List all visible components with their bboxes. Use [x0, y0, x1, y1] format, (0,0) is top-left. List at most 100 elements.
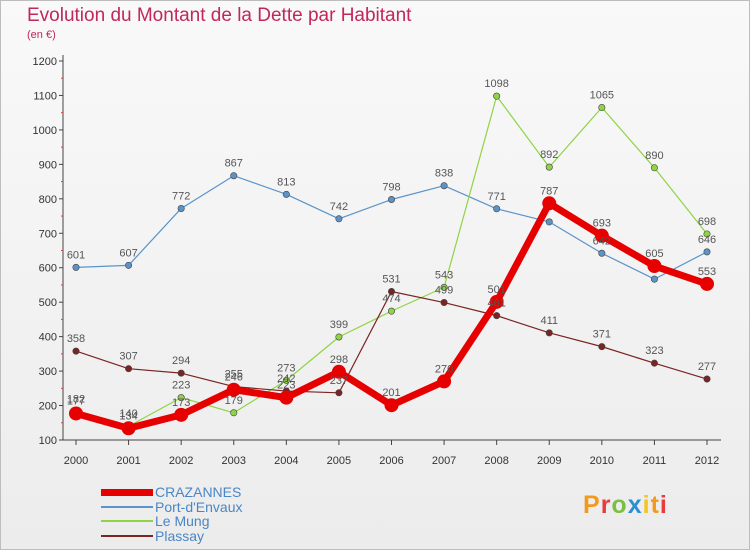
y-tick-label: 500 [39, 297, 57, 309]
data-point [545, 329, 553, 337]
legend-label: Le Mung [155, 513, 210, 529]
logo-letter: i [659, 491, 668, 519]
y-tick-label: 700 [39, 228, 57, 240]
logo-letter: i [642, 491, 651, 519]
logo-letter: P [583, 491, 601, 519]
logo-letter: r [600, 491, 612, 519]
data-point [598, 249, 606, 257]
data-point [493, 205, 501, 213]
data-label: 411 [540, 315, 558, 327]
data-label: 223 [172, 380, 190, 392]
data-point [121, 421, 136, 436]
data-point [594, 228, 609, 243]
data-point [437, 374, 452, 389]
data-point [493, 312, 501, 320]
data-label: 813 [277, 176, 295, 188]
data-label: 798 [382, 182, 400, 194]
data-point [279, 390, 294, 405]
x-tick-label: 2012 [695, 455, 719, 467]
data-label: 371 [593, 329, 611, 341]
data-point [542, 196, 557, 211]
data-point [703, 230, 711, 238]
data-label: 277 [698, 361, 716, 373]
series-line-plassay [75, 290, 708, 394]
logo-letter: t [650, 491, 660, 519]
x-tick-label: 2006 [379, 455, 403, 467]
data-label: 237 [330, 375, 348, 387]
data-label: 358 [67, 333, 85, 345]
data-labels: 177 134 173 246 223 298 201 270 501 787 693 605 553 6… [67, 78, 716, 422]
data-label: 605 [645, 248, 663, 260]
data-point [650, 275, 658, 283]
axes: 100 200 300 400 500 600 700 800 900 1000 1100 1200 2… [33, 55, 721, 467]
data-label: 474 [382, 293, 400, 305]
data-label: 642 [593, 235, 611, 247]
x-tick-label: 2003 [222, 455, 246, 467]
data-label: 323 [645, 345, 663, 357]
data-point [545, 218, 553, 226]
data-point [72, 347, 80, 355]
x-tick-label: 2009 [537, 455, 561, 467]
data-label: 501 [487, 284, 505, 296]
y-tick-label: 100 [39, 435, 57, 447]
data-label: 499 [435, 285, 453, 297]
data-point [489, 294, 504, 309]
legend-swatch [101, 534, 153, 537]
data-label: 461 [487, 298, 505, 310]
data-label: 771 [487, 191, 505, 203]
data-point [177, 369, 185, 377]
x-tick-label: 2001 [116, 455, 140, 467]
legend-label: Plassay [155, 527, 205, 544]
y-tick-label: 1200 [33, 56, 57, 68]
logo-letter: x [627, 491, 643, 519]
data-label: 698 [698, 216, 716, 228]
data-point [493, 92, 501, 100]
data-label: 601 [67, 249, 85, 261]
data-point [703, 248, 711, 256]
x-tick-label: 2004 [274, 455, 298, 467]
data-label: 307 [119, 351, 137, 363]
data-label: 890 [645, 150, 663, 162]
data-label: 646 [698, 234, 716, 246]
data-point [174, 407, 189, 422]
series-line-le-mung [75, 95, 708, 427]
data-point [282, 190, 290, 198]
proxiti-logo: Proxiti [583, 491, 668, 520]
x-tick-label: 2007 [432, 455, 456, 467]
data-point [335, 389, 343, 397]
data-point [230, 409, 238, 417]
data-label: 772 [172, 190, 190, 202]
legend-label: Port-d'Envaux [155, 498, 243, 515]
data-label: 242 [277, 373, 295, 385]
x-tick-label: 2011 [643, 455, 667, 467]
data-label: 294 [172, 355, 190, 367]
data-label: 201 [382, 387, 400, 399]
x-tick-label: 2000 [64, 455, 88, 467]
data-point [387, 288, 395, 296]
legend-swatch [101, 488, 153, 496]
data-label: 607 [119, 247, 137, 259]
data-point [69, 406, 83, 421]
data-label: 787 [540, 185, 558, 197]
data-point [125, 261, 133, 269]
data-point [282, 376, 290, 384]
y-tick-label: 1000 [33, 125, 57, 137]
y-tick-label: 400 [39, 332, 57, 344]
data-label: 182 [67, 394, 85, 406]
data-point [703, 375, 711, 383]
data-point [387, 307, 395, 315]
data-point [125, 365, 133, 373]
data-label: 140 [119, 408, 137, 420]
data-label: 531 [382, 274, 400, 286]
y-tick-label: 600 [39, 263, 57, 275]
chart-title: Evolution du Montant de la Dette par Hab… [27, 5, 412, 26]
data-label: 838 [435, 168, 453, 180]
data-point [335, 333, 343, 341]
series-layer [69, 92, 714, 436]
data-label: 1065 [590, 90, 614, 102]
legend-label: CRAZANNES [155, 484, 242, 500]
data-point [650, 164, 658, 172]
logo-letter: o [611, 491, 628, 519]
